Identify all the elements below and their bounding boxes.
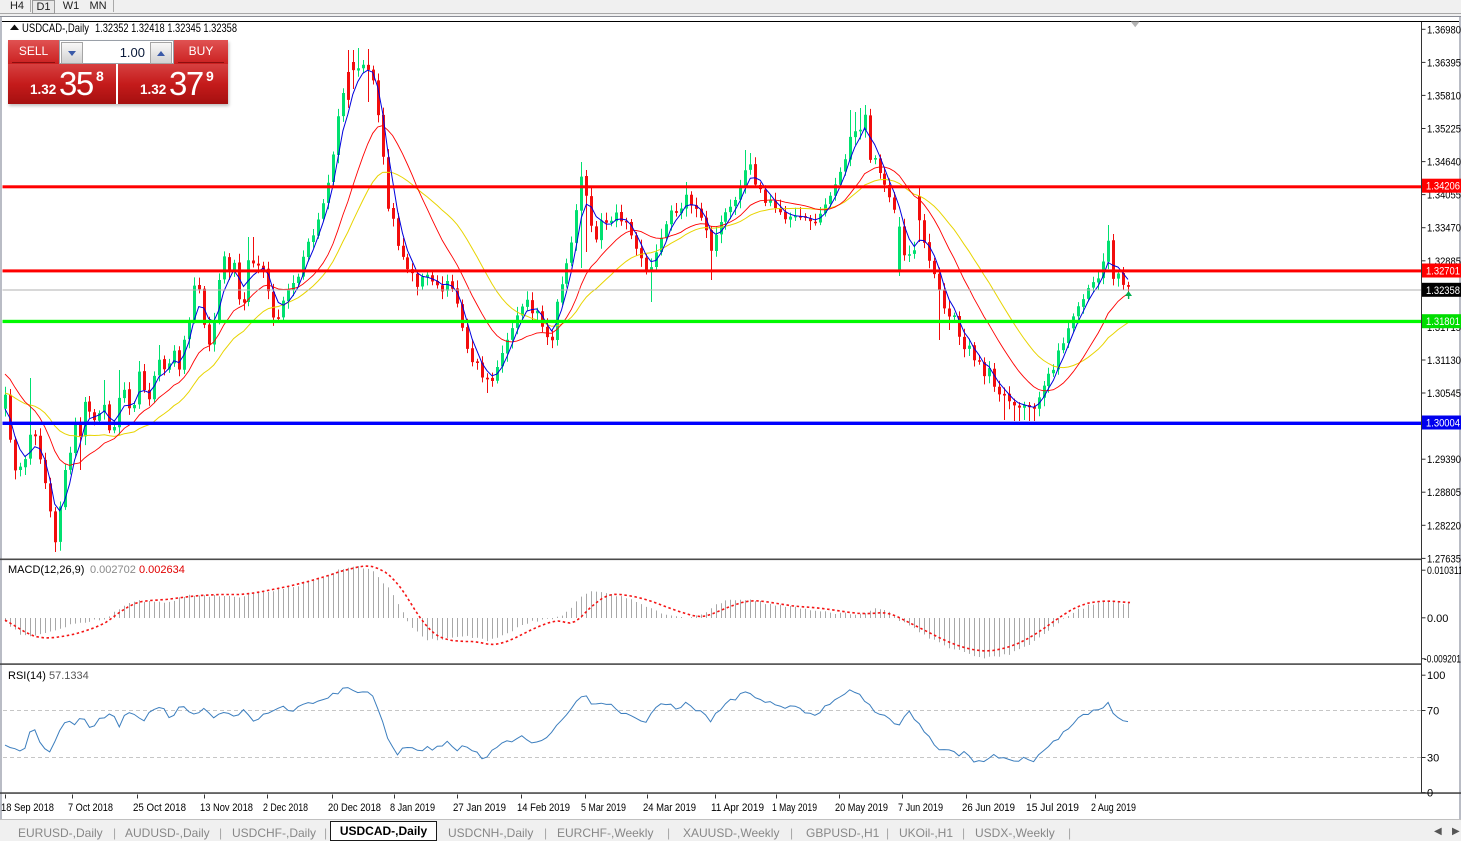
svg-text:24 Mar 2019: 24 Mar 2019 (643, 802, 696, 814)
svg-text:20 Dec 2018: 20 Dec 2018 (328, 802, 381, 814)
svg-text:1.30004: 1.30004 (1426, 418, 1460, 430)
svg-text:30: 30 (1427, 753, 1439, 765)
svg-text:1.35225: 1.35225 (1427, 123, 1461, 135)
svg-text:1.27635: 1.27635 (1427, 553, 1461, 565)
svg-text:1.31801: 1.31801 (1426, 316, 1460, 328)
svg-text:1.32358: 1.32358 (1426, 285, 1460, 297)
svg-text:0.00: 0.00 (1427, 613, 1448, 625)
svg-text:RSI(14): RSI(14) (8, 670, 46, 682)
svg-text:57.1334: 57.1334 (49, 670, 89, 682)
svg-text:1.34206: 1.34206 (1426, 181, 1460, 193)
svg-text:1.29390: 1.29390 (1427, 454, 1461, 466)
svg-text:1.32352 1.32418 1.32345 1.3235: 1.32352 1.32418 1.32345 1.32358 (95, 21, 237, 35)
svg-text:14 Feb 2019: 14 Feb 2019 (517, 802, 570, 814)
svg-text:25 Oct 2018: 25 Oct 2018 (133, 802, 186, 814)
svg-text:1.36395: 1.36395 (1427, 57, 1461, 69)
svg-text:2 Dec 2018: 2 Dec 2018 (263, 802, 308, 814)
svg-text:-0.009201: -0.009201 (1424, 654, 1461, 666)
svg-text:26 Jun 2019: 26 Jun 2019 (962, 802, 1015, 814)
svg-text:1.35810: 1.35810 (1427, 90, 1461, 102)
svg-text:1.34640: 1.34640 (1427, 157, 1461, 169)
svg-text:MACD(12,26,9): MACD(12,26,9) (8, 564, 84, 576)
svg-text:18 Sep 2018: 18 Sep 2018 (1, 802, 54, 814)
svg-text:1.33470: 1.33470 (1427, 223, 1461, 235)
svg-text:0.010311: 0.010311 (1427, 565, 1461, 577)
svg-text:5 Mar 2019: 5 Mar 2019 (581, 802, 626, 814)
svg-text:8 Jan 2019: 8 Jan 2019 (390, 802, 435, 814)
svg-text:1.36980: 1.36980 (1427, 24, 1461, 36)
svg-text:0.002702: 0.002702 (90, 564, 136, 576)
svg-text:1 May 2019: 1 May 2019 (772, 802, 817, 814)
svg-text:1.32701: 1.32701 (1426, 266, 1460, 278)
svg-text:11 Apr 2019: 11 Apr 2019 (711, 802, 764, 814)
svg-text:70: 70 (1427, 706, 1439, 718)
svg-text:27 Jan 2019: 27 Jan 2019 (453, 802, 506, 814)
svg-text:USDCAD-,Daily: USDCAD-,Daily (22, 21, 89, 35)
svg-text:0.002634: 0.002634 (139, 564, 185, 576)
svg-text:1.28805: 1.28805 (1427, 487, 1461, 499)
svg-text:0: 0 (1427, 788, 1433, 800)
svg-text:7 Oct 2018: 7 Oct 2018 (68, 802, 113, 814)
svg-text:13 Nov 2018: 13 Nov 2018 (200, 802, 253, 814)
svg-text:1.30545: 1.30545 (1427, 388, 1461, 400)
svg-text:20 May 2019: 20 May 2019 (835, 802, 888, 814)
svg-text:15 Jul 2019: 15 Jul 2019 (1026, 802, 1079, 814)
svg-text:1.28220: 1.28220 (1427, 520, 1461, 532)
svg-text:7 Jun 2019: 7 Jun 2019 (898, 802, 943, 814)
svg-text:1.31130: 1.31130 (1427, 355, 1461, 367)
svg-text:2 Aug 2019: 2 Aug 2019 (1091, 802, 1136, 814)
svg-text:100: 100 (1427, 670, 1445, 682)
